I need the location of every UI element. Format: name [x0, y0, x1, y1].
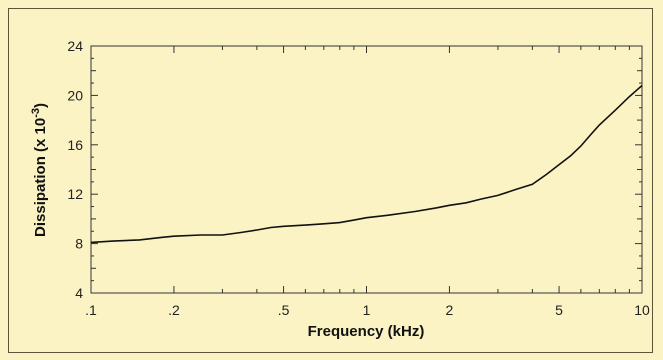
- x-tick-label: .2: [168, 302, 180, 318]
- x-tick-label: 2: [446, 302, 454, 318]
- y-tick-label: 16: [67, 137, 83, 153]
- x-tick-label: 10: [634, 302, 650, 318]
- x-tick-label: 1: [363, 302, 371, 318]
- y-axis-title: Dissipation (x 10-3): [30, 103, 49, 237]
- y-tick-label: 20: [67, 87, 83, 103]
- x-tick-label: .1: [85, 302, 97, 318]
- plot-area: [90, 45, 643, 294]
- y-tick-label: 12: [67, 186, 83, 202]
- y-axis-title-exponent: -3: [30, 108, 42, 118]
- x-tick-label: .5: [278, 302, 290, 318]
- y-tick-label: 24: [67, 38, 83, 54]
- y-axis-title-close: ): [32, 103, 49, 108]
- series-line: [90, 84, 643, 244]
- x-axis-title: Frequency (kHz): [308, 323, 425, 340]
- x-tick-label: 5: [555, 302, 563, 318]
- y-tick-label: 4: [75, 285, 83, 301]
- y-axis-title-main: Dissipation (x 10: [32, 118, 49, 237]
- y-tick-label: 8: [75, 236, 83, 252]
